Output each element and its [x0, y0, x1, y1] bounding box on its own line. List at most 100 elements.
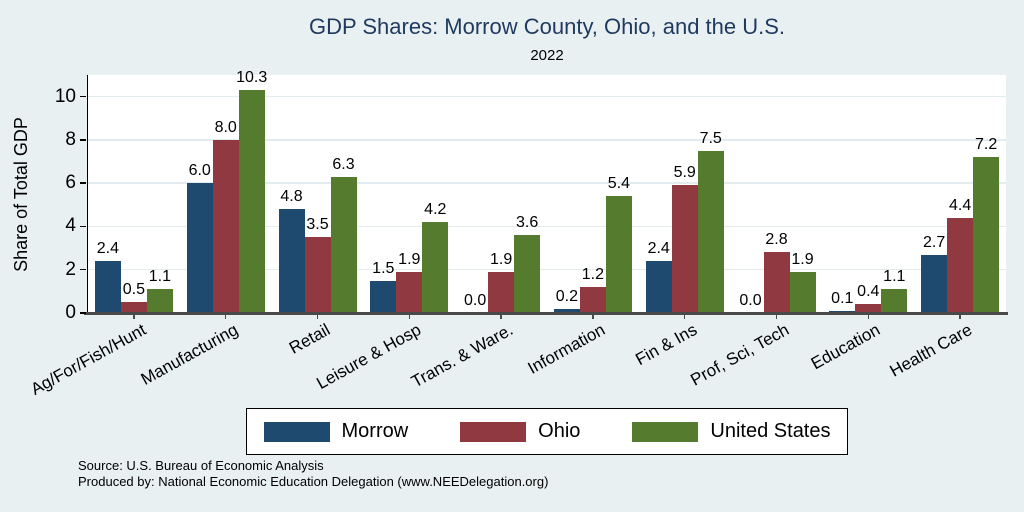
bar-united-states	[330, 176, 357, 313]
bar-value-label: 1.5	[372, 259, 395, 277]
legend-swatch-morrow	[263, 421, 330, 442]
bar-value-label: 0.0	[739, 292, 762, 309]
bar-value-label: 1.1	[883, 268, 906, 286]
bar-value-label: 1.9	[398, 250, 421, 268]
y-axis-tick	[80, 182, 86, 184]
bar-united-states	[514, 235, 541, 313]
bar-value-label: 10.3	[236, 69, 268, 87]
x-axis-tick	[683, 314, 686, 319]
produced-by-note: Produced by: National Economic Education…	[78, 474, 549, 489]
y-axis-title-wrap: Share of Total GDP	[8, 75, 34, 313]
y-axis-tick-label: 8	[65, 128, 76, 150]
bar-value-label: 0.4	[857, 283, 880, 301]
bar-value-label: 2.4	[647, 240, 670, 258]
bar-value-label: 2.8	[765, 231, 788, 249]
bar-united-states	[146, 289, 173, 313]
bar-value-label: 2.4	[96, 240, 120, 258]
chart-title: GDP Shares: Morrow County, Ohio, and the…	[308, 14, 786, 39]
y-axis-title: Share of Total GDP	[10, 116, 31, 272]
bar-value-label: 1.9	[791, 250, 814, 268]
chart-subtitle: 2022	[530, 47, 564, 64]
x-axis-tick	[775, 314, 778, 319]
bar-ohio	[671, 185, 698, 313]
gridline-y-6	[88, 182, 1006, 184]
bar-value-label: 4.2	[424, 201, 447, 219]
bar-value-label: 8.0	[214, 118, 237, 136]
legend-item: United States	[632, 420, 831, 443]
bar-ohio	[763, 252, 790, 313]
legend-label: Ohio	[538, 420, 581, 442]
bar-value-label: 0.2	[555, 287, 579, 305]
y-axis-tick-label: 4	[65, 215, 76, 237]
bar-morrow	[186, 183, 213, 313]
bar-united-states	[238, 90, 265, 313]
bar-united-states	[422, 222, 449, 313]
bar-value-label: 3.5	[306, 216, 329, 234]
y-axis-tick-label: 10	[54, 85, 76, 107]
bar-morrow	[370, 280, 397, 313]
bar-value-label: 4.4	[948, 196, 972, 214]
bar-value-label: 5.9	[673, 164, 696, 182]
x-axis-tick	[316, 314, 319, 319]
x-axis-tick	[592, 314, 594, 319]
y-axis-tick	[80, 268, 86, 271]
bar-value-label: 0.1	[831, 289, 854, 307]
bar-ohio	[947, 217, 974, 313]
bar-ohio	[396, 271, 423, 313]
bar-morrow	[645, 261, 672, 313]
bar-ohio	[855, 304, 882, 313]
x-axis-tick	[224, 314, 227, 319]
x-axis-tick	[959, 314, 961, 319]
bar-morrow	[94, 261, 121, 313]
legend-label: Morrow	[341, 420, 409, 442]
bar-value-label: 5.4	[607, 175, 631, 193]
bar-morrow	[921, 254, 948, 313]
y-axis-tick-label: 0	[65, 302, 76, 323]
bar-ohio	[488, 271, 515, 313]
bar-morrow	[829, 310, 856, 313]
bar-ohio	[304, 237, 331, 313]
bar-value-label: 0.5	[122, 281, 146, 299]
footer-notes: Source: U.S. Bureau of Economic Analysis…	[78, 458, 548, 490]
x-axis-tick	[408, 314, 411, 319]
bar-value-label: 6.3	[332, 155, 355, 173]
bar-value-label: 4.8	[280, 188, 303, 206]
legend-item: Ohio	[460, 420, 580, 443]
gridline-y-2	[88, 268, 1006, 271]
bar-united-states	[789, 271, 816, 313]
bar-value-label: 1.2	[581, 266, 605, 284]
y-axis-tick	[80, 95, 86, 98]
bar-value-label: 3.6	[515, 214, 539, 232]
bar-value-label: 7.2	[974, 136, 998, 154]
bar-united-states	[697, 150, 724, 313]
bar-value-label: 1.9	[489, 250, 513, 268]
legend-swatch-united-states	[632, 421, 699, 442]
legend: Morrow Ohio United States	[246, 408, 848, 455]
bar-value-label: 6.0	[188, 162, 211, 180]
gridline-y-4	[88, 225, 1006, 228]
bar-ohio	[212, 139, 239, 313]
bar-value-label: 1.1	[148, 268, 172, 286]
bar-united-states	[973, 157, 1000, 313]
bar-united-states	[605, 196, 632, 313]
x-axis-tick	[500, 314, 502, 319]
bar-united-states	[881, 289, 908, 313]
bar-ohio	[120, 302, 147, 313]
gridline-y-10	[88, 95, 1006, 98]
x-axis-tick	[133, 314, 135, 319]
gridline-y-8	[88, 139, 1006, 141]
y-axis-tick	[80, 225, 86, 228]
bar-morrow	[278, 209, 305, 313]
bar-value-label: 7.5	[699, 129, 722, 147]
legend-label: United States	[710, 420, 831, 442]
source-note: Source: U.S. Bureau of Economic Analysis	[78, 458, 324, 473]
bar-morrow	[553, 308, 580, 313]
legend-item: Morrow	[263, 420, 409, 443]
y-axis-tick-label: 2	[65, 258, 76, 280]
bar-value-label: 0.0	[463, 292, 487, 309]
y-axis-tick	[80, 312, 86, 314]
y-axis-tick-label: 6	[65, 172, 76, 194]
legend-swatch-ohio	[460, 421, 527, 442]
x-axis-line	[84, 312, 1008, 315]
bar-value-label: 2.7	[922, 233, 946, 251]
